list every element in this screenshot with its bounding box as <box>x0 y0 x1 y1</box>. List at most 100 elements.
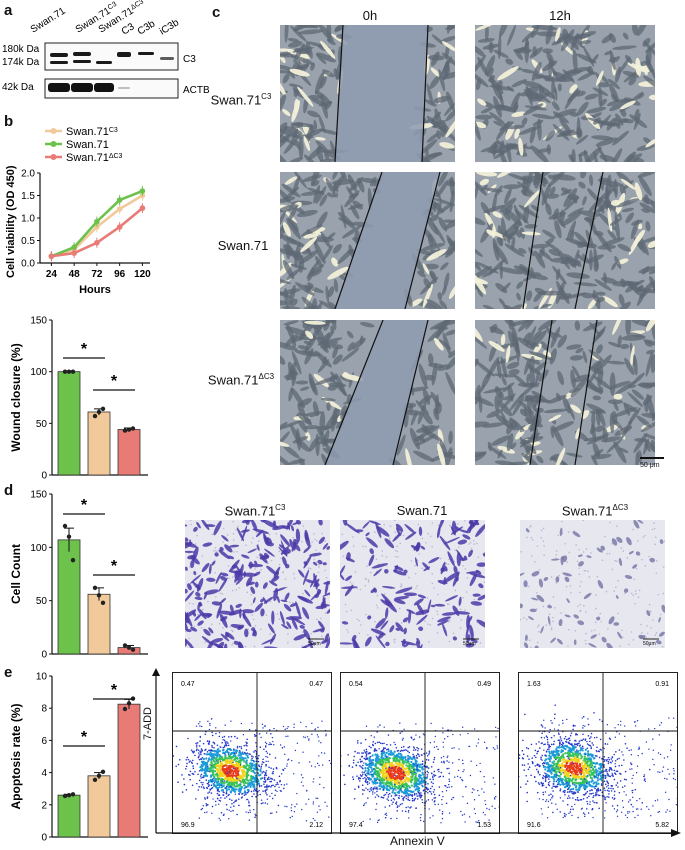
event-dot <box>368 790 371 793</box>
cell <box>445 371 455 396</box>
pore <box>316 641 319 644</box>
event-dot <box>191 784 194 787</box>
pore <box>315 549 317 552</box>
micrograph-tile <box>475 25 655 162</box>
event-dot <box>302 736 305 738</box>
event-dot <box>187 737 189 740</box>
cell <box>506 85 515 92</box>
cell <box>548 249 561 257</box>
pore <box>626 557 629 559</box>
migrated-cell <box>322 591 330 597</box>
cell <box>593 152 599 162</box>
pore <box>398 607 401 610</box>
cell <box>424 99 437 107</box>
event-dot <box>216 798 219 800</box>
pore <box>593 629 596 631</box>
event-dot <box>199 721 201 723</box>
cell <box>480 107 493 114</box>
cell <box>433 337 444 351</box>
pore <box>250 593 252 596</box>
cell <box>438 339 451 350</box>
cell <box>496 141 509 150</box>
event-dot <box>323 752 326 754</box>
cell <box>292 436 309 444</box>
event-dot <box>402 785 406 789</box>
event-dot <box>352 776 354 778</box>
event-dot <box>407 789 410 792</box>
cell <box>582 350 588 364</box>
cell <box>509 417 525 432</box>
cell <box>299 386 310 391</box>
event-dot <box>276 790 278 793</box>
event-dot <box>253 793 255 795</box>
cell <box>529 399 552 403</box>
event-dot <box>258 785 261 788</box>
migrated-cell <box>458 596 462 606</box>
pore <box>579 609 582 612</box>
pore <box>648 555 650 558</box>
event-dot <box>372 782 375 785</box>
event-dot <box>223 813 225 815</box>
pore <box>634 590 637 592</box>
pore <box>630 631 633 633</box>
event-dot <box>194 770 196 773</box>
event-dot <box>381 750 383 752</box>
pore <box>196 534 198 537</box>
pore <box>231 629 233 632</box>
event-dot <box>421 794 423 797</box>
event-dot <box>270 786 272 788</box>
cell <box>525 290 533 302</box>
pore <box>316 540 318 542</box>
event-dot <box>243 760 246 763</box>
migrated-cell <box>185 639 187 647</box>
migrated-cell <box>185 541 198 548</box>
cell <box>505 345 511 363</box>
cell <box>430 51 440 67</box>
cell <box>484 55 496 76</box>
cell <box>572 49 578 73</box>
migrated-cell <box>385 641 390 647</box>
event-dot <box>201 756 204 759</box>
migrated-cell <box>321 639 329 644</box>
event-dot <box>352 759 355 762</box>
event-dot <box>282 725 285 728</box>
event-dot <box>226 775 229 778</box>
transwell-label-sw71: Swan.71 <box>396 503 448 518</box>
migrated-cell <box>254 581 259 588</box>
event-dot <box>314 728 316 731</box>
pore <box>211 533 213 536</box>
migrated-cell <box>201 636 214 646</box>
migrated-cell <box>440 561 446 575</box>
event-dot <box>368 757 371 760</box>
event-dot <box>206 811 208 813</box>
migrated-cell <box>649 557 656 563</box>
cell <box>625 153 643 162</box>
cell <box>502 210 511 221</box>
pore <box>246 591 249 594</box>
pore <box>219 592 222 595</box>
event-dot <box>402 745 405 748</box>
cell <box>591 135 613 141</box>
event-dot <box>218 768 222 771</box>
event-dot <box>387 796 390 798</box>
event-dot <box>224 753 227 757</box>
cell <box>552 111 569 124</box>
event-dot <box>249 785 252 789</box>
event-dot <box>411 774 414 777</box>
pore <box>530 646 532 648</box>
event-dot <box>202 786 205 788</box>
event-dot <box>261 761 264 763</box>
event-dot <box>413 777 416 780</box>
event-dot <box>195 742 197 745</box>
pore <box>574 630 577 632</box>
cell <box>448 284 455 300</box>
event-dot <box>388 781 391 784</box>
cell <box>566 344 582 350</box>
cell <box>488 445 507 459</box>
event-dot <box>411 799 414 802</box>
cell <box>637 450 643 463</box>
pore <box>235 588 238 591</box>
event-dot <box>356 752 359 754</box>
cell <box>417 402 427 425</box>
